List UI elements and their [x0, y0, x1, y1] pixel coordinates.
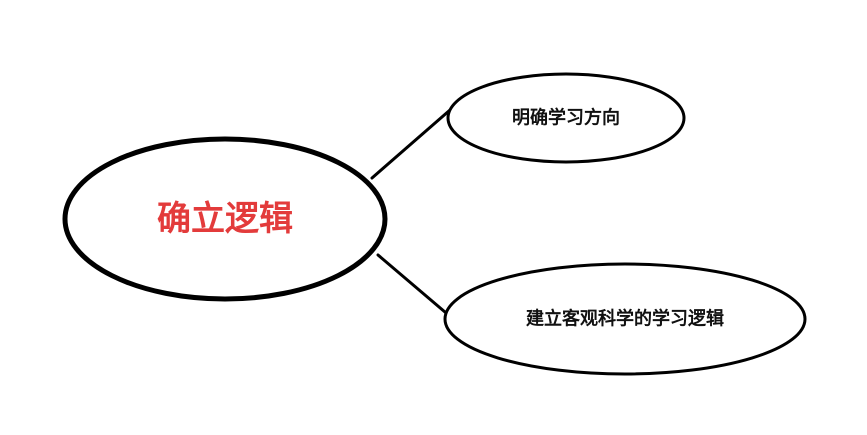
branch-node-1[interactable]: 明确学习方向	[446, 72, 686, 164]
connector-to-branch-2	[376, 253, 454, 320]
branch-node-1-label: 明确学习方向	[512, 107, 620, 129]
branch-node-2-ellipse	[443, 262, 807, 376]
center-node-ellipse	[62, 136, 388, 302]
center-node[interactable]: 确立逻辑	[62, 136, 388, 302]
connector-to-branch-1	[370, 108, 452, 180]
branch-node-2-label: 建立客观科学的学习逻辑	[526, 308, 724, 330]
branch-node-1-ellipse	[446, 72, 686, 164]
center-node-label: 确立逻辑	[157, 199, 293, 239]
branch-node-2[interactable]: 建立客观科学的学习逻辑	[443, 262, 807, 376]
